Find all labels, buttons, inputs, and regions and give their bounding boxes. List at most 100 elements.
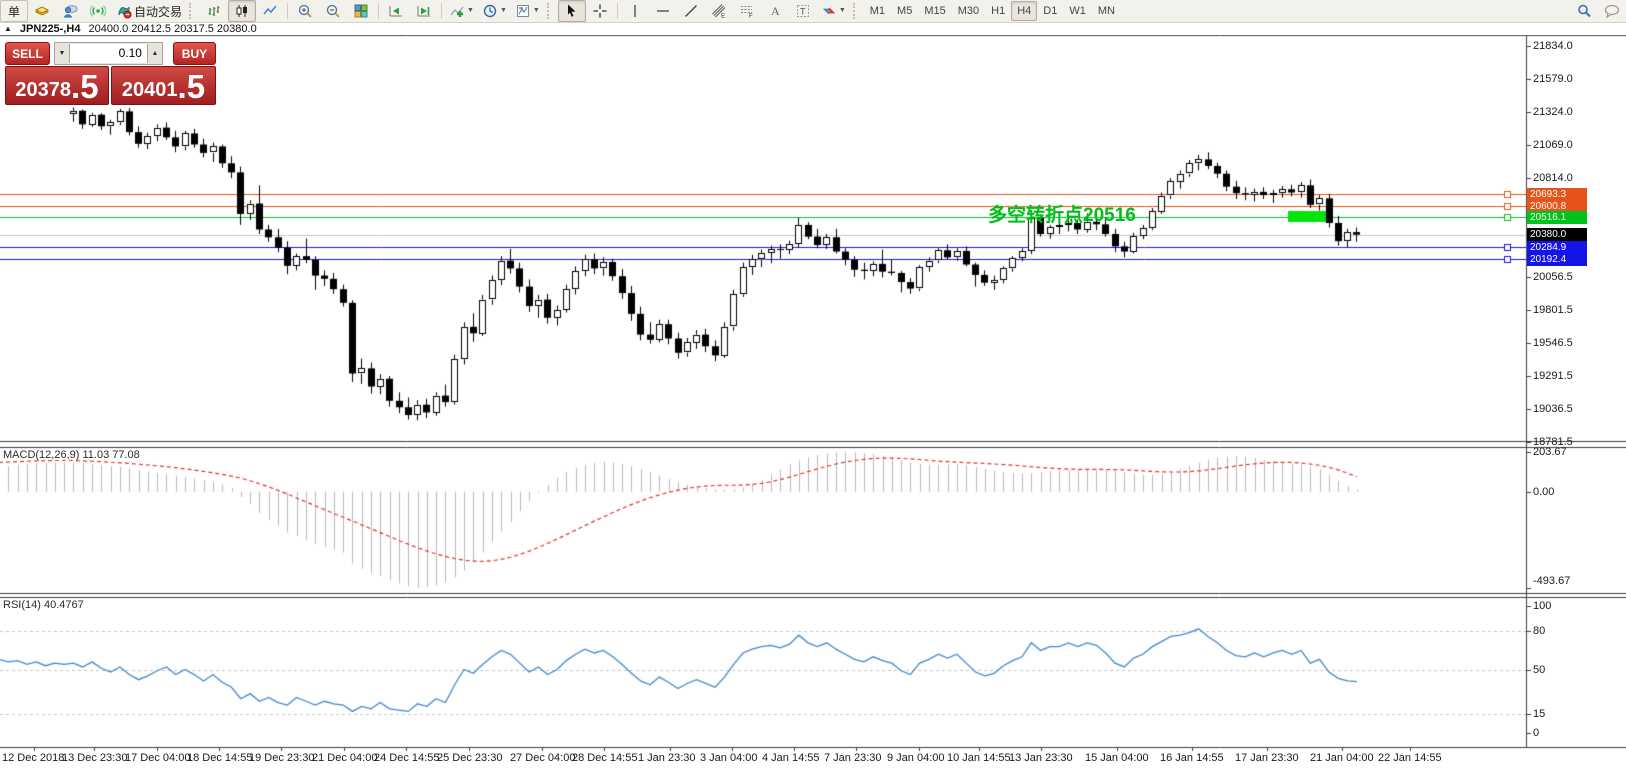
timeframe-mn[interactable]: MN xyxy=(1097,5,1115,17)
buy-price-main: 20401 xyxy=(121,79,178,101)
macd-indicator-label: MACD(12,26,9) 11.03 77.08 xyxy=(3,449,140,461)
community-icon xyxy=(63,5,78,18)
candlestick-chart-icon xyxy=(236,5,248,17)
zoom-out-button[interactable] xyxy=(319,0,347,22)
time-tick-label: 15 Jan 04:00 xyxy=(1085,752,1149,764)
pane-separator-rsi[interactable] xyxy=(0,592,1626,599)
templates-button[interactable]: ▼ xyxy=(511,0,544,22)
autotrading-label: 自动交易 xyxy=(134,4,183,19)
vertical-line-button[interactable] xyxy=(621,0,649,22)
volume-input[interactable]: 0.10 xyxy=(68,44,148,63)
sell-button-label: SELL xyxy=(12,46,43,61)
collapse-arrow-icon[interactable]: ▲ xyxy=(4,24,12,33)
price-tick-label: 19546.5 xyxy=(1533,336,1573,349)
signals-icon xyxy=(90,5,106,17)
time-tick-label: 9 Jan 04:00 xyxy=(887,752,945,764)
timeframe-m15[interactable]: M15 xyxy=(924,5,946,17)
search-icon xyxy=(1578,4,1591,18)
timeframe-d1[interactable]: D1 xyxy=(1043,5,1058,17)
fibonacci-icon: F xyxy=(740,6,753,19)
macd-scale-label: -493.67 xyxy=(1533,575,1571,587)
zoom-in-button[interactable] xyxy=(291,0,319,22)
buy-price-button[interactable]: 20401 .5 xyxy=(111,66,216,105)
one-click-trading-panel: SELL ▼ 0.10 ▲ BUY 20378 .5 20401 .5 xyxy=(5,42,216,105)
timeframe-m30[interactable]: M30 xyxy=(957,5,980,17)
line-chart-button[interactable] xyxy=(256,0,284,22)
chevron-down-icon: ▼ xyxy=(499,7,507,14)
chart-title-bar: ▲ JPN225-,H4 20400.0 20412.5 20317.5 203… xyxy=(0,22,1626,35)
trendline-button[interactable] xyxy=(677,0,705,22)
price-tick-label: 21324.0 xyxy=(1533,106,1573,119)
cursor-button[interactable] xyxy=(557,0,586,22)
rsi-indicator-label: RSI(14) 40.4767 xyxy=(3,599,84,611)
rsi-scale-label: 100 xyxy=(1533,600,1552,612)
fibonacci-button[interactable]: F xyxy=(733,0,761,22)
macd-scale-label: 203.67 xyxy=(1533,445,1567,458)
community-button[interactable] xyxy=(56,0,84,22)
timeframe-m1[interactable]: M1 xyxy=(869,5,886,17)
tile-windows-button[interactable] xyxy=(347,0,375,22)
pane-separator-macd[interactable] xyxy=(0,440,1626,447)
arrows-button[interactable]: ▼ xyxy=(817,0,850,22)
chevron-down-icon: ▼ xyxy=(467,7,474,14)
tile-windows-icon xyxy=(354,4,368,18)
sell-button[interactable]: SELL xyxy=(5,42,50,65)
signals-button[interactable] xyxy=(84,0,112,22)
price-tick-label: 21579.0 xyxy=(1533,73,1573,86)
time-tick-label: 18 Dec 14:55 xyxy=(187,752,253,764)
chart-shift-button[interactable] xyxy=(410,0,438,22)
time-tick-label: 21 Dec 04:00 xyxy=(312,752,378,764)
price-tick-label: 20814.0 xyxy=(1533,172,1573,185)
time-tick-label: 4 Jan 14:55 xyxy=(762,752,820,764)
gold-book-icon[interactable] xyxy=(28,0,56,22)
channel-button[interactable]: E xyxy=(705,0,733,22)
chat-button[interactable] xyxy=(1598,0,1626,22)
chart-shift-icon xyxy=(417,6,431,17)
arrows-icon xyxy=(822,7,836,15)
timeframe-h4[interactable]: H4 xyxy=(1011,1,1038,21)
sell-price-pips: .5 xyxy=(71,68,99,105)
search-button[interactable] xyxy=(1570,0,1598,22)
label-icon: T xyxy=(796,5,809,17)
toolbar-grip[interactable] xyxy=(852,3,861,19)
bar-chart-button[interactable] xyxy=(200,0,228,22)
volume-decrease-button[interactable]: ▼ xyxy=(54,44,69,63)
time-tick-label: 1 Jan 23:30 xyxy=(638,752,696,764)
svg-text:T: T xyxy=(800,7,806,17)
candlestick-chart-button[interactable] xyxy=(228,0,257,22)
templates-icon xyxy=(516,5,529,17)
chat-icon xyxy=(1604,4,1620,19)
chevron-down-icon: ▼ xyxy=(532,7,540,14)
crosshair-button[interactable] xyxy=(586,0,614,22)
price-tick-label: 19291.5 xyxy=(1533,369,1573,382)
timeframe-h1[interactable]: H1 xyxy=(991,5,1006,17)
volume-increase-button[interactable]: ▲ xyxy=(147,44,162,63)
zoom-in-icon xyxy=(298,4,312,18)
time-tick-label: 13 Dec 23:30 xyxy=(62,752,128,764)
new-order-button[interactable]: 单 xyxy=(0,0,28,22)
auto-scroll-button[interactable] xyxy=(382,0,410,22)
timeframe-m5[interactable]: M5 xyxy=(897,5,913,17)
text-button[interactable]: A xyxy=(761,0,789,22)
rsi-scale-label: 80 xyxy=(1533,625,1546,638)
time-tick-label: 3 Jan 04:00 xyxy=(700,752,758,764)
timeframe-w1[interactable]: W1 xyxy=(1069,5,1086,17)
horizontal-line-button[interactable] xyxy=(649,0,677,22)
time-tick-label: 16 Jan 14:55 xyxy=(1160,752,1224,764)
timeframe-group: M1 M5 M15 M30 H1 H4 D1 W1 MN xyxy=(864,1,1121,21)
price-tick-label: 19801.5 xyxy=(1533,303,1573,316)
autotrading-button[interactable]: 自动交易 xyxy=(112,0,186,22)
chart-symbol-period: JPN225-,H4 xyxy=(19,22,81,35)
new-order-icon xyxy=(34,6,50,16)
periods-button[interactable]: ▼ xyxy=(478,0,511,22)
toolbar-grip[interactable] xyxy=(189,3,197,19)
text-icon: A xyxy=(771,4,780,18)
auto-scroll-icon xyxy=(389,6,403,17)
indicators-button[interactable]: ▼ xyxy=(445,0,478,22)
label-button[interactable]: T xyxy=(789,0,817,22)
buy-button[interactable]: BUY xyxy=(172,42,216,65)
toolbar-grip[interactable] xyxy=(546,3,555,19)
time-tick-label: 24 Dec 14:55 xyxy=(374,752,440,764)
sell-price-button[interactable]: 20378 .5 xyxy=(5,66,109,105)
